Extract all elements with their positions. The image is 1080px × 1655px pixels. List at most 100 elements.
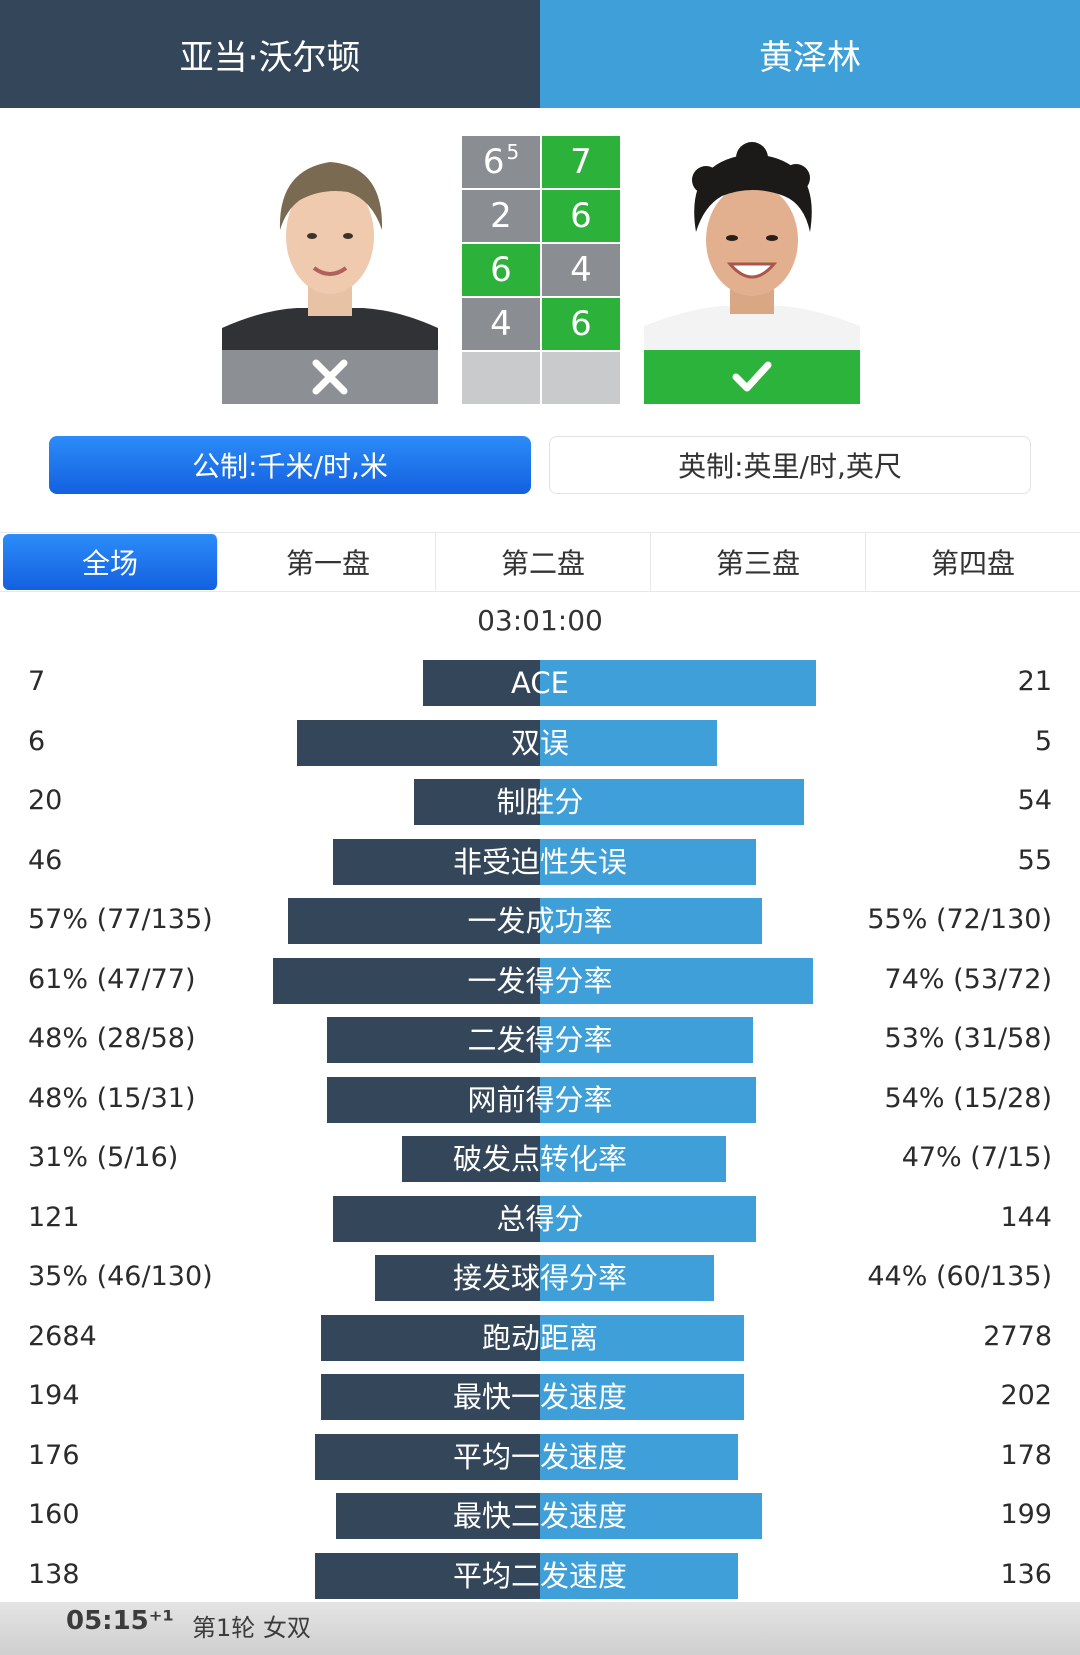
set4-right-score: 6: [542, 298, 620, 350]
stat-label: 双误: [510, 725, 569, 760]
stat-label: 平均一发速度: [452, 1439, 627, 1474]
set5-right-score: [542, 352, 620, 404]
stat-left-bar: [327, 1017, 540, 1063]
match-duration: 03:01:00: [477, 604, 603, 637]
stat-right-value: 55% (72/130): [867, 904, 1052, 935]
stat-label: 破发点转化率: [452, 1142, 627, 1176]
stat-left-bar: [336, 1493, 540, 1539]
stat-right-value: 199: [1000, 1499, 1052, 1530]
stat-left-value: 2684: [28, 1320, 97, 1352]
stat-left-value: 46: [28, 844, 63, 876]
stat-left-bar: [375, 1255, 540, 1301]
stat-right-value: 54: [1017, 785, 1052, 816]
stat-left-bar: [321, 1314, 540, 1361]
stat-row: 7 ACE 21: [0, 658, 1080, 718]
stat-right-value: 74% (53/72): [884, 963, 1052, 995]
stat-left-bar: [333, 838, 540, 885]
stat-right-bar: [540, 1314, 744, 1361]
bottom-match-time: 05:15⁺¹: [66, 1606, 174, 1636]
stat-row: 160 最快二发速度 199: [0, 1491, 1080, 1551]
tab-full-match[interactable]: 全场: [3, 534, 218, 590]
tab-set-3[interactable]: 第三盘: [651, 533, 866, 591]
stat-right-bar: [540, 1076, 756, 1123]
set2-right-score: 6: [542, 190, 620, 242]
stat-left-value: 57% (77/135): [28, 904, 213, 935]
stat-left-bar: [321, 1374, 540, 1420]
stat-right-value: 47% (7/15): [901, 1142, 1052, 1173]
stat-row: 138 平均二发速度 136: [0, 1551, 1080, 1611]
winner-badge: [644, 350, 860, 404]
stat-label: 网前得分率: [467, 1082, 613, 1117]
stat-row: 6 双误 5: [0, 718, 1080, 778]
stat-row: 176 平均一发速度 178: [0, 1432, 1080, 1492]
stat-label: 制胜分: [496, 785, 584, 819]
stat-left-value: 48% (28/58): [28, 1023, 196, 1054]
stat-right-value: 54% (15/28): [884, 1082, 1052, 1114]
stat-label: 一发成功率: [467, 904, 613, 938]
stat-label: ACE: [511, 666, 569, 700]
stat-left-bar: [288, 898, 540, 944]
player-left-avatar: [222, 140, 438, 350]
cross-icon: [312, 359, 348, 395]
stat-right-bar: [540, 1195, 756, 1242]
player-right-avatar: [644, 140, 860, 350]
stat-row: 57% (77/135) 一发成功率 55% (72/130): [0, 896, 1080, 956]
stat-row: 61% (47/77) 一发得分率 74% (53/72): [0, 956, 1080, 1016]
stat-left-value: 20: [28, 785, 63, 816]
set3-left-score: 6: [462, 244, 540, 296]
stat-right-value: 44% (60/135): [867, 1261, 1052, 1292]
stat-left-bar: [402, 1136, 540, 1182]
tab-set-1[interactable]: 第一盘: [221, 533, 436, 591]
stat-left-value: 48% (15/31): [28, 1082, 196, 1114]
stat-row: 48% (15/31) 网前得分率 54% (15/28): [0, 1075, 1080, 1135]
bottom-match-strip[interactable]: 05:15⁺¹ 第1轮 女双: [0, 1602, 1080, 1655]
stat-row: 194 最快一发速度 202: [0, 1372, 1080, 1432]
set2-left-score: 2: [462, 190, 540, 242]
stat-right-bar: [540, 898, 762, 944]
stat-right-bar: [540, 1433, 738, 1480]
stat-right-value: 5: [1034, 725, 1052, 757]
check-icon: [732, 361, 772, 392]
stat-label: 二发得分率: [467, 1023, 613, 1057]
bottom-match-info: 第1轮 女双: [192, 1614, 311, 1642]
stat-right-bar: [540, 1017, 753, 1063]
stat-left-value: 160: [28, 1499, 80, 1530]
stat-row: 2684 跑动距离 2778: [0, 1313, 1080, 1373]
stat-right-bar: [540, 957, 813, 1004]
player-right-name: 黄泽林: [540, 0, 1080, 108]
stat-left-bar: [423, 660, 540, 706]
stat-right-bar: [540, 1255, 714, 1301]
loser-badge: [222, 350, 438, 404]
stat-left-bar: [297, 719, 540, 766]
stat-left-value: 121: [28, 1201, 80, 1233]
stat-right-bar: [540, 719, 717, 766]
stat-left-bar: [273, 957, 540, 1004]
stat-right-bar: [540, 660, 816, 706]
stat-right-value: 136: [1000, 1558, 1052, 1590]
tab-set-4[interactable]: 第四盘: [930, 547, 1015, 580]
set5-left-score: [462, 352, 540, 404]
metric-units-button[interactable]: 公制:千米/时,米: [49, 436, 531, 494]
stat-left-bar: [315, 1552, 540, 1599]
stat-row: 20 制胜分 54: [0, 777, 1080, 837]
stat-right-bar: [540, 838, 756, 885]
stat-label: 最快一发速度: [452, 1380, 627, 1414]
match-header: 亚当·沃尔顿 黄泽林: [0, 0, 1080, 108]
stat-right-value: 55: [1017, 844, 1052, 876]
stat-left-bar: [315, 1433, 540, 1480]
set4-left-score: 4: [462, 298, 540, 350]
stat-right-bar: [540, 1552, 738, 1599]
stat-left-value: 61% (47/77): [28, 963, 196, 995]
stat-label: 一发得分率: [467, 963, 613, 998]
stat-right-value: 53% (31/58): [884, 1023, 1052, 1054]
stat-right-bar: [540, 779, 804, 825]
stat-left-value: 194: [28, 1380, 80, 1411]
stat-right-value: 144: [1000, 1201, 1052, 1233]
imperial-units-button[interactable]: 英制:英里/时,英尺: [549, 436, 1031, 494]
stat-right-bar: [540, 1493, 762, 1539]
set-tabs: 全场 第一盘 第二盘 第三盘 第四盘: [0, 532, 1080, 592]
stats-list: 7 ACE 21 6 双误 5 20 制胜分 54 46 非受迫性失误 55 57% (77/135) 一…: [0, 658, 1080, 1610]
stat-left-value: 138: [28, 1558, 80, 1590]
tab-set-2[interactable]: 第二盘: [436, 533, 651, 591]
